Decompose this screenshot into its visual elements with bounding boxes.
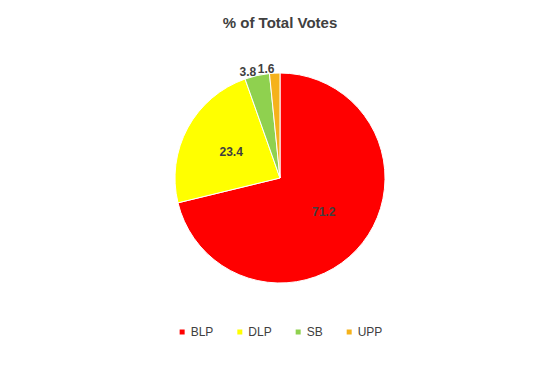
svg-text:3.8: 3.8 <box>240 65 257 79</box>
svg-text:BLP: BLP <box>191 325 214 339</box>
svg-text:SB: SB <box>307 325 323 339</box>
svg-text:UPP: UPP <box>358 325 383 339</box>
svg-text:DLP: DLP <box>248 325 271 339</box>
svg-text:% of Total Votes: % of Total Votes <box>223 14 337 31</box>
svg-text:23.4: 23.4 <box>220 145 244 159</box>
svg-text:1.6: 1.6 <box>258 62 275 76</box>
svg-text:71.2: 71.2 <box>312 205 336 219</box>
